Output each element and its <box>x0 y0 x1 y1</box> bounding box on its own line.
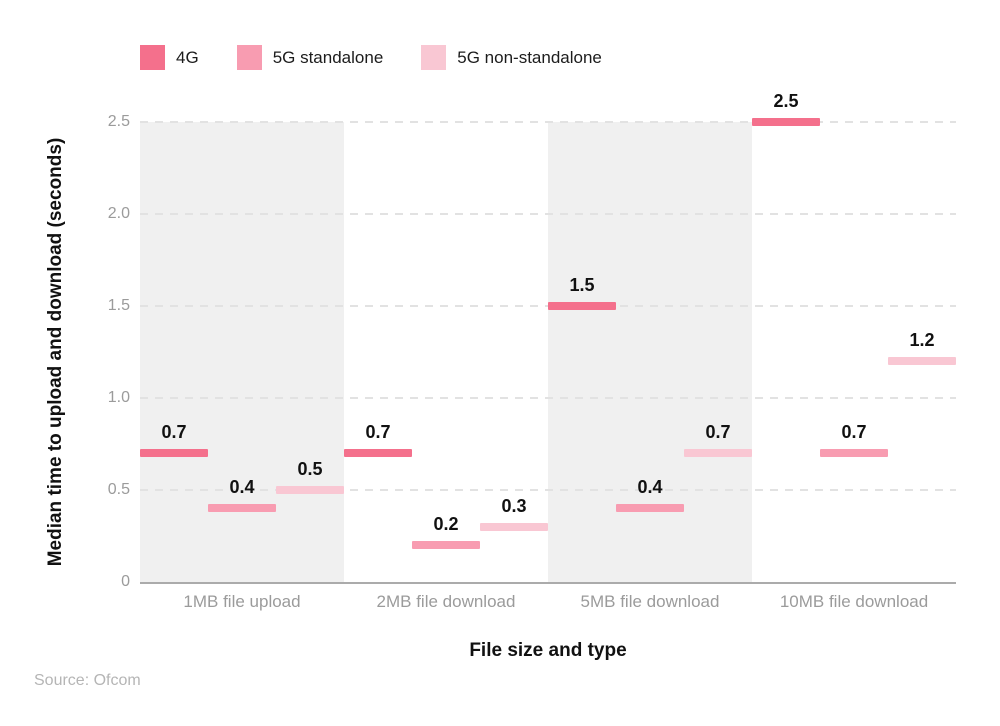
legend-swatch-icon <box>140 45 165 70</box>
bar-value-label: 0.7 <box>705 422 731 443</box>
gridline <box>140 489 956 491</box>
bar <box>208 504 276 513</box>
x-axis-category-label: 2MB file download <box>376 592 516 611</box>
x-axis-category-label: 1MB file upload <box>183 592 301 611</box>
bar <box>480 522 548 531</box>
y-axis-tick-label: 2.5 <box>107 113 130 130</box>
bar-value-label: 0.4 <box>229 477 255 498</box>
y-axis-tick-label: 0.5 <box>107 481 130 498</box>
y-axis-tick-label: 2.0 <box>107 205 130 222</box>
legend-item-label: 5G non-standalone <box>457 47 602 67</box>
legend-item-label: 5G standalone <box>272 47 384 67</box>
bar-value-label: 0.5 <box>297 459 323 479</box>
legend-item: 4G <box>140 45 199 70</box>
bar-value-label: 0.2 <box>433 514 459 535</box>
x-axis-category-label: 5MB file download <box>580 592 720 611</box>
legend-swatch-icon <box>421 45 447 70</box>
bar-value-label: 0.3 <box>501 495 527 516</box>
bar-value-label: 0.4 <box>637 477 663 498</box>
x-axis-title: File size and type <box>469 640 627 661</box>
y-axis-tick-label: 1.5 <box>107 297 130 314</box>
bar <box>412 541 480 550</box>
y-axis-tick-label: 0 <box>121 573 130 590</box>
bar <box>752 118 820 126</box>
y-axis-title: Median time to upload and download (seco… <box>45 137 66 567</box>
category-shading-band <box>140 122 344 582</box>
legend-item: 5G non-standalone <box>421 45 602 70</box>
bar-value-label: 2.5 <box>773 91 799 111</box>
x-axis-category-label: 10MB file download <box>779 592 929 611</box>
category-shading-band <box>548 122 752 582</box>
bar-value-label: 0.7 <box>841 422 867 443</box>
plot-area: 0.7 0.7 1.5 2.5 0.4 0.2 0.4 0.7 0.5 0.3 0.7 1.2 <box>140 91 956 584</box>
legend-item: 5G standalone <box>236 45 384 70</box>
gridline <box>140 121 956 123</box>
source-note: Source: Ofcom <box>34 672 141 689</box>
bar <box>820 449 888 458</box>
y-axis-tick-label: 1.0 <box>107 389 130 406</box>
gridline <box>140 213 956 215</box>
bar-value-label: 1.2 <box>909 330 935 351</box>
bar <box>548 302 616 310</box>
bar <box>344 449 412 458</box>
chart-legend: 4G 5G standalone 5G non-standalone <box>140 45 602 70</box>
x-axis-line <box>140 582 956 584</box>
bar <box>684 449 752 458</box>
gridline <box>140 397 956 399</box>
bar <box>888 357 956 366</box>
bar <box>276 486 344 494</box>
bar-value-label: 0.7 <box>365 422 391 443</box>
bar-value-label: 0.7 <box>161 422 187 443</box>
legend-swatch-icon <box>236 45 262 70</box>
bar <box>140 449 208 458</box>
bar-value-label: 1.5 <box>569 275 595 295</box>
legend-item-label: 4G <box>176 47 199 67</box>
bar <box>616 504 684 513</box>
